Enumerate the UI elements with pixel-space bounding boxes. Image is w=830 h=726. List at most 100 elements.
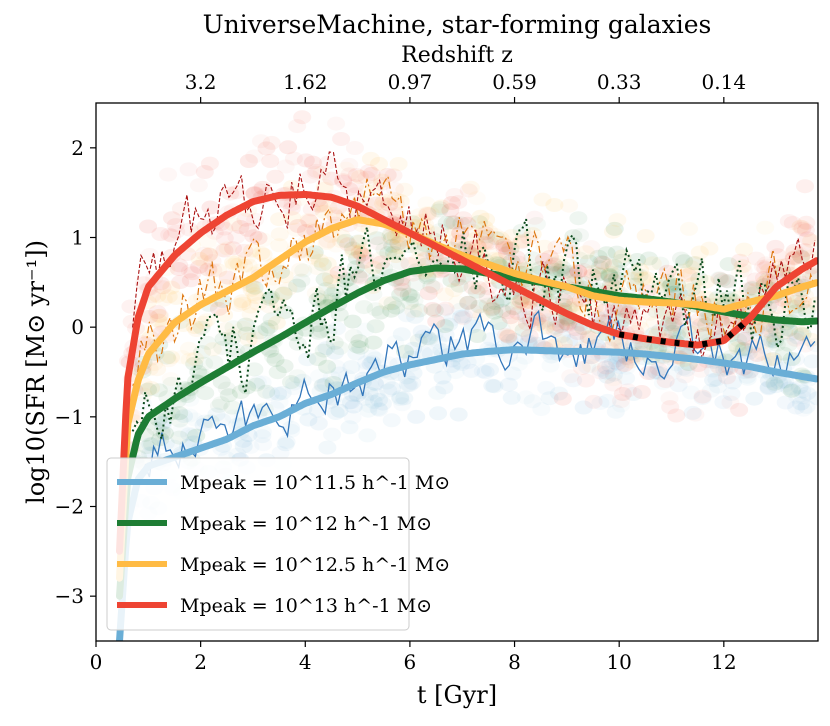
density-cell	[696, 274, 715, 289]
density-cell	[344, 244, 363, 259]
density-cell	[667, 322, 686, 337]
density-cell	[435, 287, 454, 302]
density-cell	[215, 231, 234, 246]
density-cell	[795, 243, 814, 258]
density-cell	[349, 234, 368, 249]
density-cell	[325, 335, 344, 350]
density-cell	[310, 198, 329, 213]
density-cell	[759, 381, 778, 396]
density-cell	[703, 363, 722, 378]
density-cell	[346, 179, 365, 194]
density-cell	[390, 240, 409, 255]
density-cell	[503, 366, 522, 381]
density-cell	[738, 371, 757, 386]
density-cell	[315, 181, 334, 196]
density-cell	[432, 199, 451, 214]
density-cell	[245, 362, 264, 377]
density-cell	[743, 281, 762, 296]
density-cell	[786, 325, 805, 340]
density-cell	[268, 365, 287, 380]
density-cell	[170, 430, 189, 445]
density-cell	[792, 396, 810, 411]
density-cell	[779, 214, 798, 229]
density-cell	[682, 260, 701, 275]
density-cell	[359, 164, 378, 179]
density-cell	[400, 295, 419, 310]
density-cell	[162, 376, 181, 391]
density-cell	[275, 359, 294, 374]
density-cell	[391, 390, 410, 405]
density-cell	[139, 382, 157, 397]
density-cell	[615, 304, 634, 319]
density-cell	[515, 350, 534, 365]
density-cell	[598, 369, 617, 384]
density-cell	[223, 400, 242, 415]
density-cell	[162, 280, 181, 295]
density-cell	[194, 417, 213, 432]
density-cell	[589, 267, 608, 282]
density-cell	[499, 377, 518, 392]
density-cell	[785, 251, 803, 266]
density-cell	[660, 315, 679, 330]
density-cell	[796, 223, 815, 238]
density-cell	[623, 271, 642, 286]
density-cell	[195, 165, 214, 179]
density-cell	[201, 414, 220, 429]
density-cell	[371, 305, 390, 320]
density-cell	[668, 328, 686, 342]
density-cell	[257, 141, 276, 156]
density-cell	[452, 357, 471, 371]
plot-frame	[95, 102, 819, 642]
density-cell	[248, 375, 267, 390]
density-cell	[429, 334, 448, 349]
density-cell	[186, 351, 204, 366]
density-cell	[682, 385, 700, 400]
density-cell	[783, 382, 802, 397]
density-cell	[289, 219, 308, 233]
density-cell	[336, 273, 355, 288]
density-cell	[429, 406, 448, 421]
density-cell	[693, 391, 712, 406]
density-cell	[397, 370, 416, 385]
density-cell	[404, 366, 423, 380]
density-cell	[372, 255, 391, 270]
density-cell	[336, 161, 355, 176]
density-cell	[538, 313, 557, 328]
density-cell	[419, 286, 438, 301]
density-cell	[651, 279, 669, 294]
density-cell	[318, 234, 337, 249]
density-cell	[229, 298, 248, 312]
y-tick-label: 2	[71, 136, 84, 160]
density-cell	[546, 320, 565, 335]
density-cell	[346, 187, 365, 202]
density-cell	[470, 215, 488, 230]
density-cell	[601, 358, 620, 373]
density-cell	[491, 294, 510, 309]
density-cell	[156, 436, 175, 451]
density-cell	[264, 271, 283, 286]
density-cell	[479, 281, 498, 296]
density-cell	[685, 256, 704, 271]
density-cell	[272, 265, 290, 280]
density-cell	[355, 300, 373, 315]
density-cell	[523, 227, 542, 242]
density-cell	[183, 266, 202, 281]
density-cell	[305, 247, 324, 262]
density-cell	[367, 196, 386, 211]
density-cell	[792, 249, 810, 264]
density-cell	[285, 376, 303, 391]
density-cell	[643, 366, 661, 381]
density-cell	[311, 290, 330, 305]
density-cell	[270, 227, 289, 242]
density-cell	[510, 295, 529, 310]
density-cell	[236, 212, 255, 227]
density-cell	[228, 254, 246, 269]
density-cell	[744, 279, 763, 294]
density-cell	[193, 345, 212, 360]
density-cell	[315, 204, 333, 219]
legend-label: Mpeak = 10^13 h^-1 M⊙	[180, 595, 432, 617]
density-cell	[225, 257, 244, 272]
density-cell	[676, 369, 695, 384]
density-cell	[468, 329, 487, 343]
density-cell	[364, 394, 383, 409]
